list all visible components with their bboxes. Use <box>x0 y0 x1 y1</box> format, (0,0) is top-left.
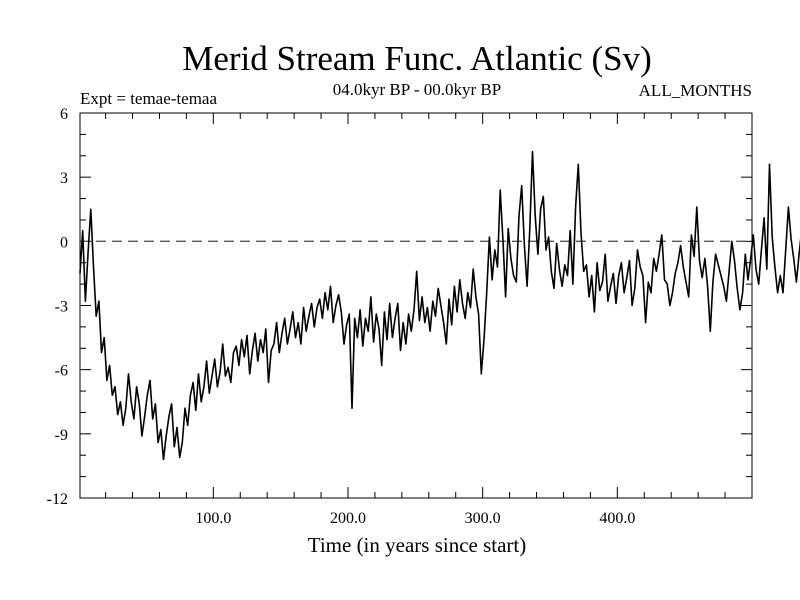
y-tick-label: -9 <box>55 427 68 444</box>
y-tick-label: -3 <box>55 299 68 316</box>
experiment-label: Expt = temae-temaa <box>80 89 217 108</box>
y-tick-label: 6 <box>60 106 68 123</box>
chart-title: Merid Stream Func. Atlantic (Sv) <box>182 39 652 78</box>
x-axis-ticks: 100.0 200.0 300.0 400.0 <box>105 113 726 527</box>
y-tick-label: -6 <box>55 363 68 380</box>
y-tick-label: 0 <box>60 234 68 251</box>
x-tick-label: 100.0 <box>195 510 231 527</box>
y-tick-label: 3 <box>60 170 68 187</box>
x-tick-label: 300.0 <box>465 510 501 527</box>
plot-frame <box>79 112 753 499</box>
x-tick-label: 400.0 <box>599 510 635 527</box>
chart-subtitle: 04.0kyr BP - 00.0kyr BP <box>333 80 501 99</box>
x-tick-label: 200.0 <box>330 510 366 527</box>
x-axis-label: Time (in years since start) <box>308 533 527 557</box>
series-line <box>79 150 800 461</box>
months-label: ALL_MONTHS <box>639 81 752 100</box>
y-tick-label: -12 <box>47 491 68 508</box>
